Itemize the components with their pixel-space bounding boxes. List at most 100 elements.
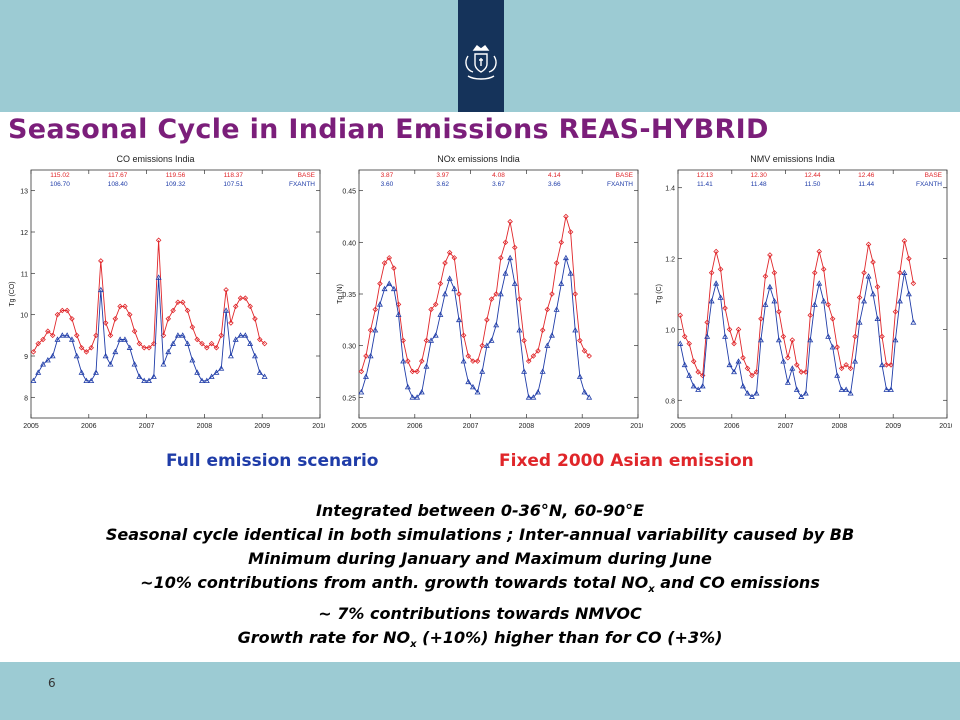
data-point-fxanth <box>677 340 684 346</box>
data-point-base <box>237 295 244 301</box>
y-tick-label: 0.45 <box>342 189 356 196</box>
data-point-fxanth <box>237 332 244 338</box>
data-point-fxanth <box>753 390 760 396</box>
x-tick-label: 2008 <box>519 423 535 430</box>
data-point-fxanth <box>126 344 133 350</box>
x-tick-label: 2005 <box>23 423 39 430</box>
data-point-base <box>879 333 885 340</box>
data-point-base <box>54 311 61 318</box>
data-point-fxanth <box>834 372 841 378</box>
data-point-fxanth <box>460 358 467 364</box>
data-point-base <box>521 337 527 344</box>
data-point-base <box>789 337 796 343</box>
data-point-base <box>888 362 894 368</box>
data-point-base <box>865 241 872 248</box>
data-point-base <box>170 307 176 314</box>
data-point-fxanth <box>442 290 449 297</box>
y-tick-label: 0.40 <box>342 240 356 247</box>
annual-total-label: 108.40 <box>108 181 128 188</box>
annual-total-label: 107.51 <box>223 181 243 188</box>
data-point-base <box>122 303 128 310</box>
series-label: BASE <box>298 172 316 179</box>
data-point-base <box>731 340 737 347</box>
data-point-base <box>544 306 551 313</box>
annual-total-label: 118.37 <box>224 172 244 179</box>
data-point-base <box>131 328 138 334</box>
data-point-fxanth <box>892 336 899 343</box>
y-axis-label: Tg (N) <box>337 284 344 304</box>
data-point-base <box>252 316 258 322</box>
data-point-fxanth <box>479 368 486 374</box>
data-point-fxanth <box>455 316 462 323</box>
annual-total-label: 109.32 <box>166 181 186 188</box>
annual-total-label: 117.67 <box>108 172 128 179</box>
data-point-base <box>261 340 268 347</box>
annual-total-label: 106.70 <box>50 181 70 188</box>
data-point-fxanth <box>717 294 724 300</box>
x-tick-label: 2006 <box>81 423 97 430</box>
data-point-base <box>493 291 499 297</box>
annual-total-label: 115.02 <box>50 172 70 179</box>
annual-total-label: 3.66 <box>548 181 561 188</box>
x-tick-label: 2006 <box>724 423 740 430</box>
data-point-fxanth <box>784 379 791 385</box>
plot-frame <box>677 169 948 419</box>
data-point-fxanth <box>910 319 917 325</box>
data-point-base <box>897 269 903 276</box>
logo-block <box>458 0 504 112</box>
series-line-base <box>33 240 265 353</box>
data-point-base <box>681 333 688 340</box>
data-point-base <box>456 291 462 297</box>
data-point-base <box>247 303 253 310</box>
data-point-base <box>722 305 728 311</box>
data-point-fxanth <box>107 361 114 367</box>
data-point-fxanth <box>208 373 215 379</box>
data-point-fxanth <box>362 373 369 379</box>
data-point-fxanth <box>856 319 863 325</box>
data-point-base <box>83 349 90 355</box>
data-point-base <box>553 260 560 266</box>
data-point-fxanth <box>847 390 854 396</box>
data-point-fxanth <box>775 336 782 343</box>
data-point-fxanth <box>117 336 124 342</box>
data-point-base <box>146 344 152 351</box>
y-tick-label: 1.4 <box>665 186 675 193</box>
data-point-fxanth <box>73 352 80 359</box>
nox-emissions-chart: NOx emissions India 0.25 0.30 0.35 0.40 0.45 T… <box>337 154 643 430</box>
y-tick-label: 0.30 <box>342 344 356 351</box>
data-point-fxanth <box>400 358 407 364</box>
series-line-base <box>679 240 914 377</box>
annual-total-label: 11.48 <box>751 181 767 188</box>
data-point-fxanth <box>189 357 196 363</box>
data-point-base <box>194 336 200 343</box>
data-point-base <box>690 358 697 365</box>
data-point-base <box>874 284 881 290</box>
data-point-base <box>820 266 827 272</box>
data-point-fxanth <box>165 348 172 355</box>
data-point-fxanth <box>879 361 885 368</box>
data-point-fxanth <box>771 297 778 304</box>
data-point-base <box>155 237 162 244</box>
data-point-base <box>539 327 546 333</box>
data-point-base <box>117 303 123 310</box>
data-point-base <box>838 365 845 372</box>
data-point-fxanth <box>174 332 181 338</box>
data-point-fxanth <box>870 290 877 297</box>
data-point-fxanth <box>838 386 845 392</box>
data-point-base <box>107 332 114 339</box>
data-point-fxanth <box>861 297 868 304</box>
data-point-base <box>45 328 51 334</box>
data-point-base <box>59 307 66 314</box>
annual-total-label: 12.30 <box>751 172 768 179</box>
data-point-base <box>498 255 504 261</box>
data-point-fxanth <box>376 301 383 307</box>
note-line: ~10% contributions from anth. growth tow… <box>140 573 820 596</box>
data-point-fxanth <box>227 352 234 359</box>
chart-title: NOx emissions India <box>437 154 520 164</box>
data-point-base <box>695 369 701 375</box>
series-line-base <box>360 216 590 372</box>
data-point-base <box>136 340 143 347</box>
data-point-fxanth <box>242 332 249 338</box>
data-point-base <box>73 332 80 339</box>
data-point-fxanth <box>446 275 453 281</box>
